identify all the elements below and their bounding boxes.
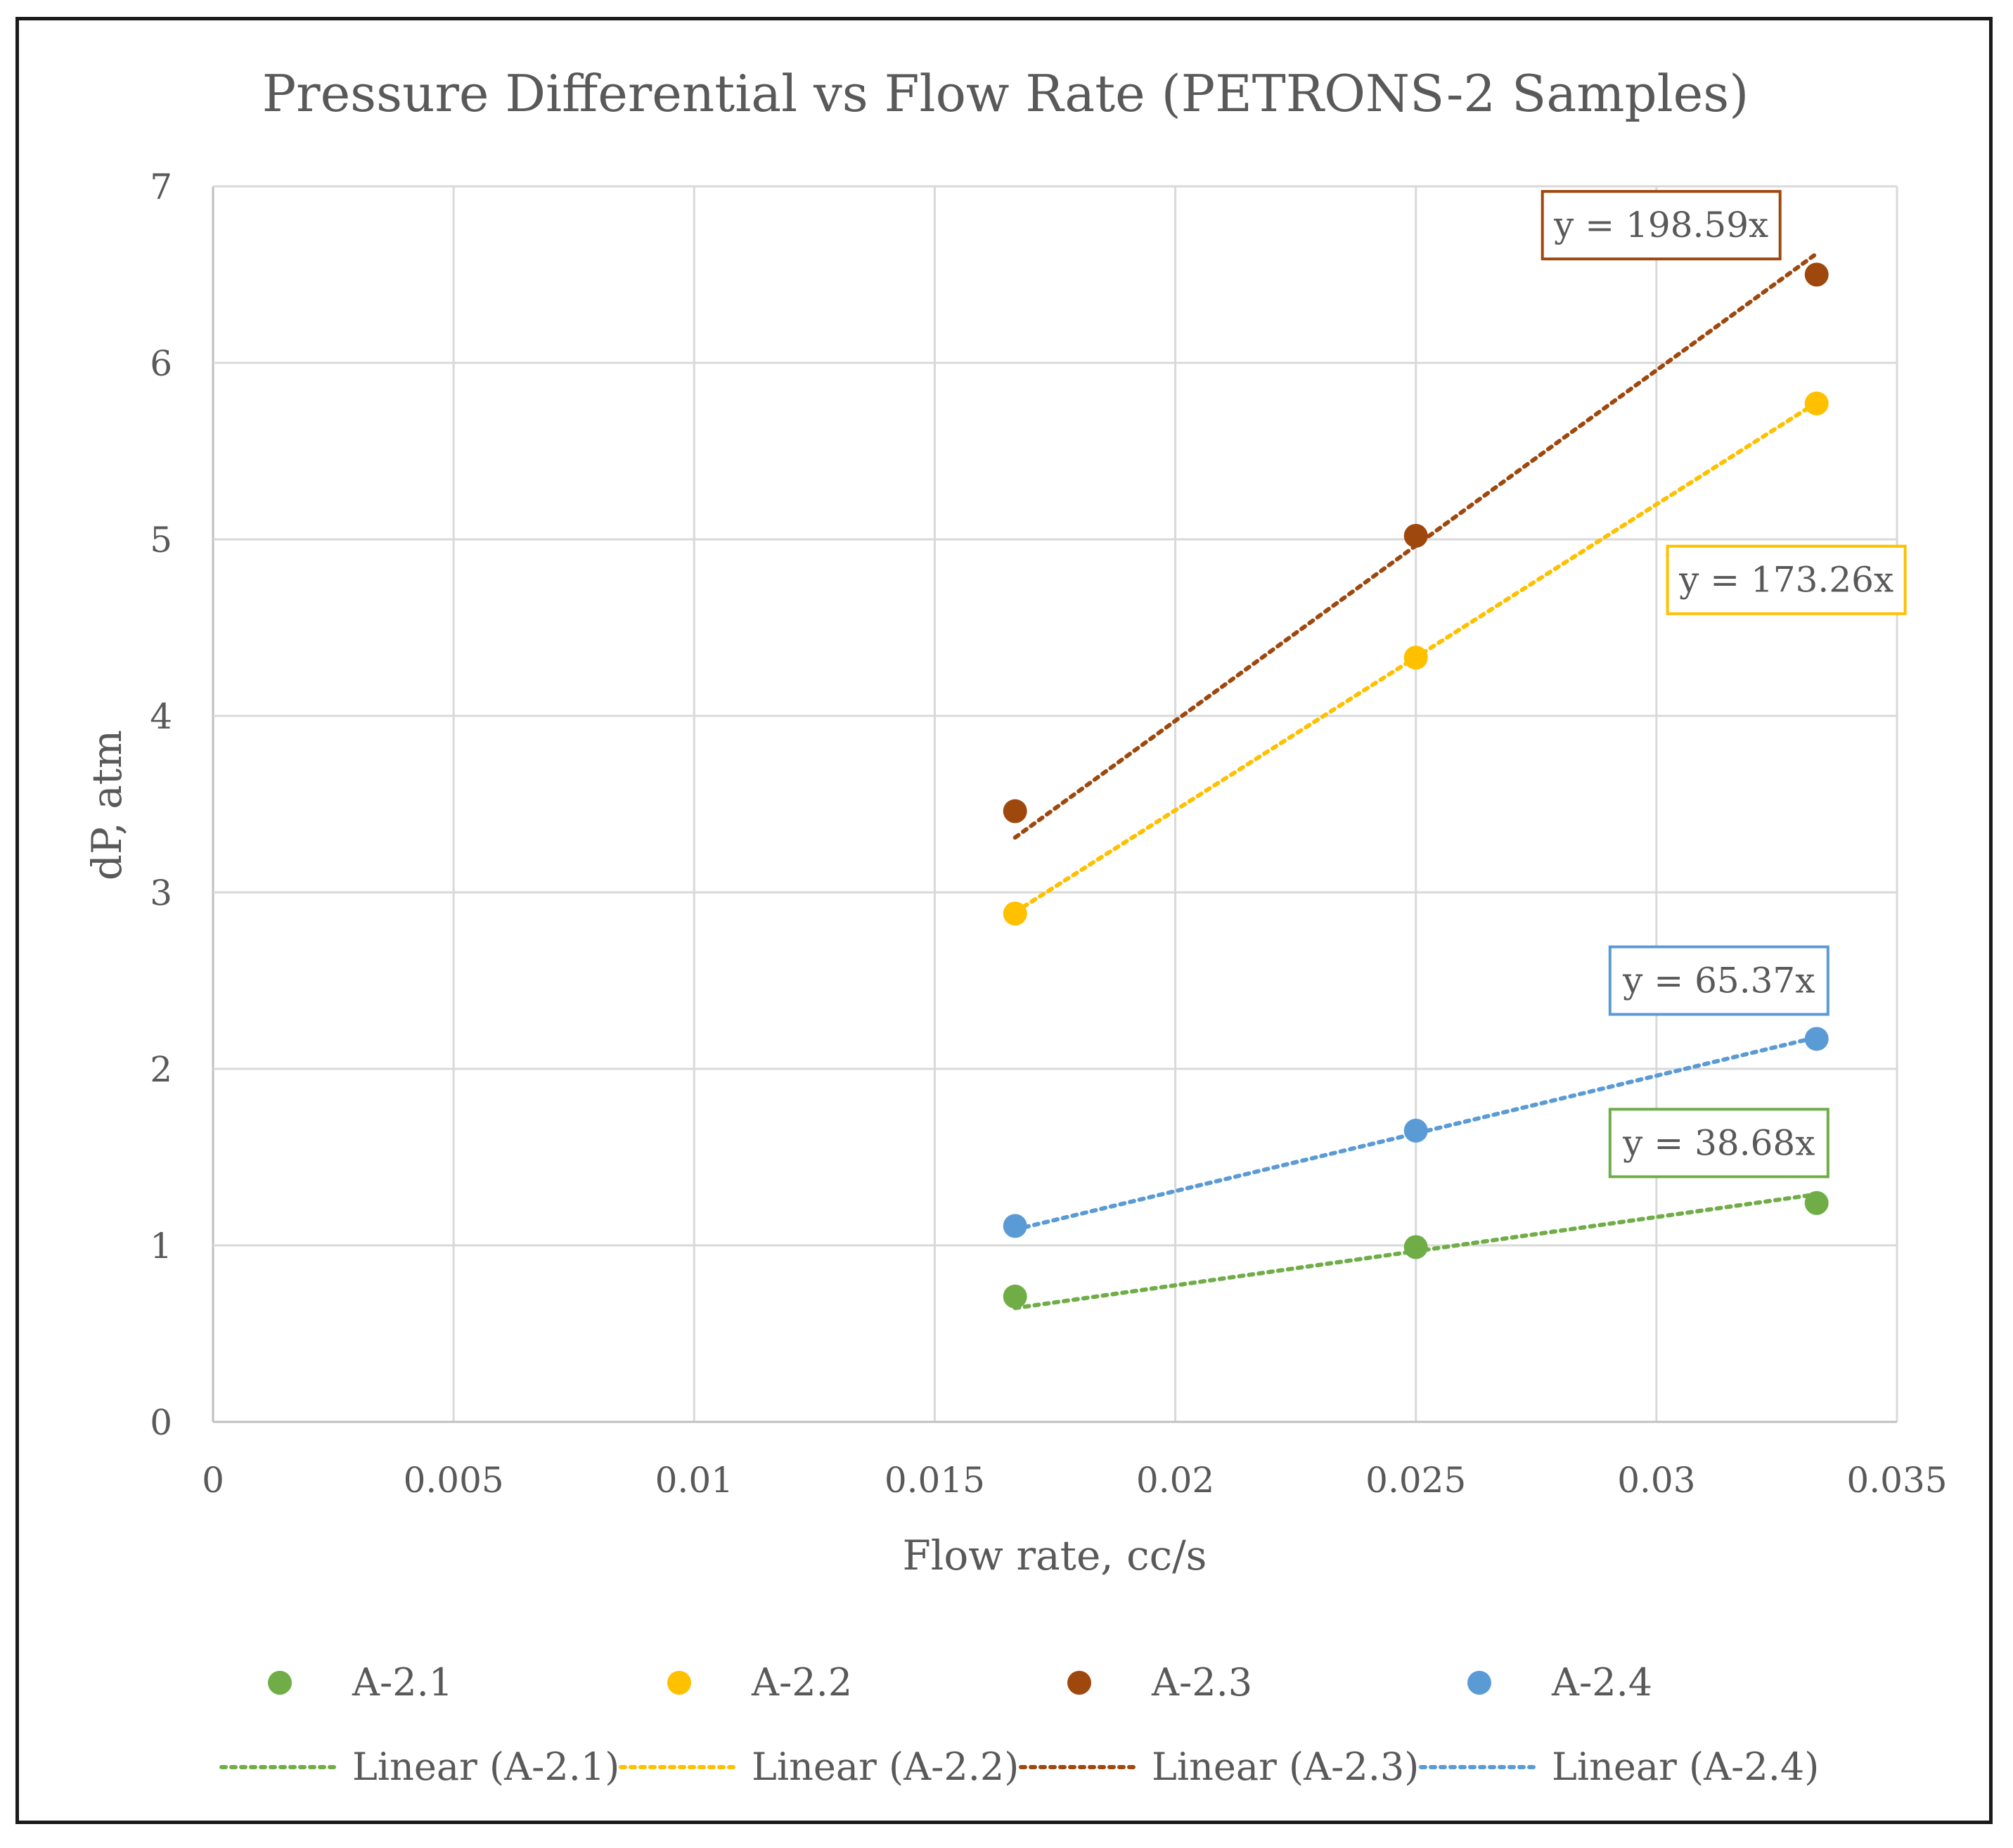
x-axis-label: Flow rate, cc/s [903, 1532, 1207, 1579]
data-point-A-2.3 [1403, 523, 1428, 548]
equation-box [1666, 544, 1907, 615]
y-tick-label: 6 [150, 343, 172, 384]
legend-label: A-2.3 [1151, 1660, 1252, 1705]
legend-item-A-2.4: A-2.4 [1467, 1660, 1652, 1705]
legend-marker [268, 1671, 292, 1695]
equation-labels: y = 38.68x y = 173.26x y = 198.59x y = 65.3… [1541, 190, 1907, 1179]
x-tick-label: 0.03 [1617, 1460, 1695, 1501]
y-tick-label: 3 [150, 873, 172, 913]
y-tick-label: 2 [150, 1049, 172, 1090]
x-tick-label: 0 [202, 1460, 224, 1501]
equation-text: y = 173.26x [1678, 560, 1893, 601]
legend-trend-label: Linear (A-2.4) [1552, 1745, 1819, 1789]
legend-trend-label: Linear (A-2.2) [752, 1745, 1019, 1789]
equation-box [1608, 945, 1829, 1016]
chart-frame [15, 17, 1993, 1824]
legend: A-2.1 Linear (A-2.1) A-2.2 Linear (A-2.2) A-… [219, 1660, 1819, 1789]
legend-label: A-2.2 [751, 1660, 852, 1705]
legend-item-A-2.1: A-2.1 [268, 1660, 453, 1705]
equation-box [1608, 1108, 1829, 1179]
data-point-A-2.2 [1003, 901, 1027, 926]
legend-trend-label: Linear (A-2.3) [1152, 1745, 1419, 1789]
data-point-A-2.3 [1804, 262, 1829, 287]
y-tick-label: 0 [150, 1402, 172, 1443]
data-point-A-2.2 [1403, 646, 1428, 670]
equation-text: y = 65.37x [1622, 961, 1815, 1001]
legend-label: A-2.4 [1551, 1660, 1652, 1705]
legend-item-A-2.3: A-2.3 [1067, 1660, 1252, 1705]
legend-label: A-2.1 [352, 1660, 453, 1705]
x-tick-label: 0.025 [1365, 1460, 1466, 1501]
data-point-A-2.2 [1804, 391, 1829, 416]
equation-text: y = 198.59x [1553, 205, 1768, 245]
x-tick-label: 0.015 [885, 1460, 985, 1501]
tick-labels: 0 0.005 0.01 0.015 0.02 0.025 0.03 0.035 0 1 2 3 4 5 6… [150, 167, 1947, 1501]
data-point-A-2.4 [1403, 1118, 1428, 1143]
y-tick-label: 5 [150, 520, 172, 560]
legend-item-trend-A-2.3: Linear (A-2.3) [1019, 1745, 1419, 1789]
legend-marker [667, 1671, 691, 1695]
x-tick-label: 0.035 [1846, 1460, 1947, 1501]
legend-item-trend-A-2.1: Linear (A-2.1) [219, 1745, 619, 1789]
y-tick-label: 1 [150, 1226, 172, 1266]
data-point-A-2.3 [1003, 799, 1027, 823]
chart-title: Pressure Differential vs Flow Rate (PETR… [262, 64, 1749, 123]
data-point-A-2.4 [1003, 1214, 1027, 1238]
legend-item-trend-A-2.2: Linear (A-2.2) [619, 1745, 1019, 1789]
y-tick-label: 7 [150, 167, 172, 207]
equation-label-A-2.2: y = 173.26x [1666, 544, 1907, 615]
grid-layer [212, 185, 1898, 1423]
equation-text: y = 38.68x [1622, 1122, 1815, 1163]
data-point-A-2.1 [1003, 1284, 1027, 1309]
equation-label-A-2.1: y = 38.68x [1608, 1108, 1829, 1179]
data-point-A-2.1 [1804, 1191, 1829, 1215]
legend-trend-label: Linear (A-2.1) [352, 1745, 619, 1789]
legend-marker [1067, 1671, 1091, 1695]
legend-item-trend-A-2.4: Linear (A-2.4) [1419, 1745, 1819, 1789]
x-tick-label: 0.02 [1136, 1460, 1214, 1501]
y-tick-label: 4 [150, 696, 172, 737]
data-point-A-2.1 [1403, 1235, 1428, 1259]
x-tick-label: 0.01 [655, 1460, 733, 1501]
y-axis-label: dP, atm [83, 730, 131, 880]
data-point-A-2.4 [1804, 1027, 1829, 1051]
equation-label-A-2.4: y = 65.37x [1608, 945, 1829, 1016]
legend-marker [1467, 1671, 1491, 1695]
equation-box [1541, 190, 1782, 261]
x-tick-label: 0.005 [404, 1460, 504, 1501]
legend-item-A-2.2: A-2.2 [667, 1660, 852, 1705]
equation-label-A-2.3: y = 198.59x [1541, 190, 1782, 261]
data-points-layer [1003, 262, 1829, 1309]
